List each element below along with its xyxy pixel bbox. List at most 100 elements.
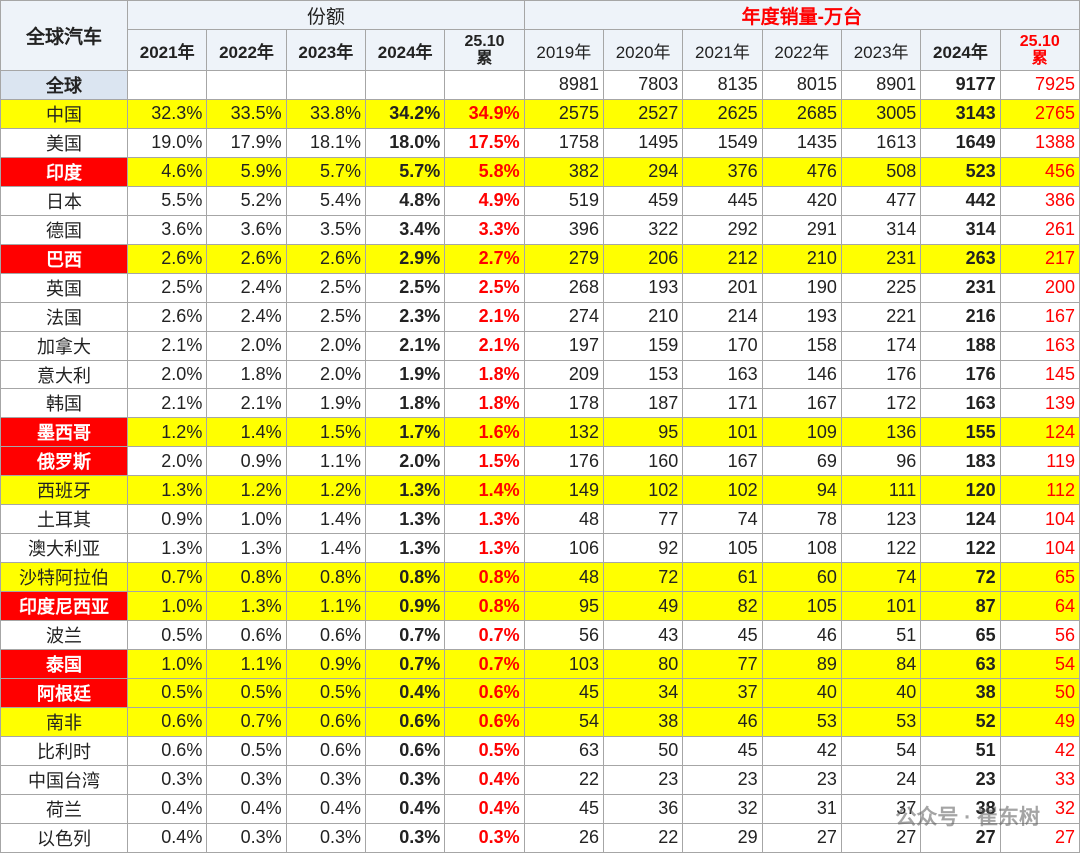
share-cell: 0.5% [285, 678, 366, 708]
sales-cell: 163 [999, 330, 1080, 361]
sales-cell: 43 [602, 620, 684, 651]
share-year-header: 2024年 [364, 29, 446, 71]
sales-cell: 120 [920, 475, 1001, 506]
sales-cell: 103 [523, 649, 604, 680]
row-name: 阿根廷 [0, 678, 128, 708]
sales-cell: 149 [523, 475, 604, 506]
sales-cell: 22 [602, 822, 684, 853]
share-cell: 5.9% [206, 156, 287, 187]
share-cell: 1.1% [285, 591, 366, 622]
sales-cell: 45 [682, 620, 763, 651]
sales-cell: 42 [999, 735, 1080, 766]
share-cell: 2.0% [126, 359, 208, 390]
sales-cell: 51 [920, 735, 1001, 766]
sales-cell: 61 [682, 562, 763, 593]
share-cell: 2.5% [285, 272, 366, 303]
sales-year-header: 2019年 [523, 29, 604, 71]
sales-cell: 187 [602, 388, 684, 419]
share-cell: 0.6% [206, 620, 287, 651]
share-cell: 1.2% [126, 417, 208, 448]
country-row: 阿根廷 0.5% 0.5% 0.5% 0.4% 0.6% 45 34 37 40 40 38 50 [0, 678, 1080, 708]
share-cell: 3.5% [285, 214, 366, 245]
sales-cell: 87 [920, 591, 1001, 622]
sales-cell: 60 [761, 562, 842, 593]
sales-cell: 193 [602, 272, 684, 303]
country-row: 韩国 2.1% 2.1% 1.9% 1.8% 1.8% 178 187 171 167 172 163… [0, 388, 1080, 419]
sales-cell: 119 [999, 446, 1080, 477]
sales-cell: 163 [682, 359, 763, 390]
sales-cell: 263 [920, 243, 1001, 274]
sales-cell: 23 [602, 764, 684, 795]
row-name: 澳大利亚 [0, 533, 128, 564]
sales-cell: 442 [920, 185, 1001, 216]
sales-year-header: 2024年 [920, 29, 1001, 71]
share-cell: 0.4% [444, 764, 525, 795]
row-name: 印度尼西亚 [0, 591, 128, 622]
sales-cell: 1758 [523, 127, 604, 158]
share-cell: 0.4% [126, 822, 208, 853]
sales-cell: 8015 [761, 70, 842, 100]
share-cell: 4.9% [444, 185, 525, 216]
sales-cell: 170 [682, 330, 763, 361]
sales-cell: 95 [523, 591, 604, 622]
sales-cell: 45 [523, 793, 604, 824]
sales-cell: 420 [761, 185, 842, 216]
share-cell: 2.4% [206, 301, 287, 332]
sales-cell: 8901 [840, 70, 922, 100]
sales-cell: 167 [682, 446, 763, 477]
sales-cell: 158 [761, 330, 842, 361]
sales-year-header: 2020年 [602, 29, 684, 71]
sales-cell: 56 [523, 620, 604, 651]
empty-cell [364, 70, 446, 100]
corner-header: 全球汽车 [0, 0, 128, 71]
share-cell: 33.8% [285, 98, 366, 129]
sales-cell: 523 [920, 156, 1001, 187]
share-cell: 1.9% [285, 388, 366, 419]
sales-cell: 210 [602, 301, 684, 332]
share-cell: 3.6% [126, 214, 208, 245]
country-row: 英国 2.5% 2.4% 2.5% 2.5% 2.5% 268 193 201 190 225 231… [0, 272, 1080, 303]
sales-cell: 1435 [761, 127, 842, 158]
share-cell: 2.1% [126, 388, 208, 419]
sales-cell: 36 [602, 793, 684, 824]
share-cell: 3.6% [206, 214, 287, 245]
share-cell: 1.3% [444, 533, 525, 564]
share-year-header: 25.10 累 [444, 29, 525, 71]
country-row: 荷兰 0.4% 0.4% 0.4% 0.4% 0.4% 45 36 32 31 37 38 32 [0, 793, 1080, 824]
sales-cell: 122 [920, 533, 1001, 564]
share-cell: 2.4% [206, 272, 287, 303]
share-cell: 0.8% [444, 562, 525, 593]
country-row: 意大利 2.0% 1.8% 2.0% 1.9% 1.8% 209 153 163 146 176 17… [0, 359, 1080, 390]
header-row: 2021年 2022年 2023年 2024年 25.10 累 2019年 2020年 202… [1, 29, 1080, 71]
share-cell: 0.6% [126, 706, 208, 737]
share-cell: 1.3% [364, 504, 446, 535]
share-cell: 1.6% [444, 417, 525, 448]
share-cell: 2.6% [206, 243, 287, 274]
sales-cell: 89 [761, 649, 842, 680]
sales-cell: 139 [999, 388, 1080, 419]
sales-cell: 122 [840, 533, 922, 564]
country-row: 南非 0.6% 0.7% 0.6% 0.6% 0.6% 54 38 46 53 53 52 49 [0, 706, 1080, 737]
sales-cell: 201 [682, 272, 763, 303]
sales-cell: 291 [761, 214, 842, 245]
sales-cell: 314 [920, 214, 1001, 245]
country-row: 法国 2.6% 2.4% 2.5% 2.3% 2.1% 274 210 214 193 221 216… [0, 301, 1080, 332]
share-cell: 0.7% [444, 649, 525, 680]
country-row: 沙特阿拉伯 0.7% 0.8% 0.8% 0.8% 0.8% 48 72 61 60 74 72 65 [0, 562, 1080, 593]
sales-cell: 382 [523, 156, 604, 187]
share-cell: 2.5% [444, 272, 525, 303]
sales-cell: 51 [840, 620, 922, 651]
share-cell: 0.3% [206, 764, 287, 795]
sales-cell: 50 [999, 678, 1080, 708]
sales-cell: 77 [602, 504, 684, 535]
empty-cell [206, 70, 287, 100]
share-cell: 4.6% [126, 156, 208, 187]
country-row: 西班牙 1.3% 1.2% 1.2% 1.3% 1.4% 149 102 102 94 111 120… [0, 475, 1080, 506]
country-row: 以色列 0.4% 0.3% 0.3% 0.3% 0.3% 26 22 29 27 27 27 27 [0, 822, 1080, 853]
share-cell: 5.2% [206, 185, 287, 216]
sales-cell: 132 [523, 417, 604, 448]
sales-cell: 101 [840, 591, 922, 622]
row-name: 泰国 [0, 649, 128, 680]
sales-cell: 53 [761, 706, 842, 737]
